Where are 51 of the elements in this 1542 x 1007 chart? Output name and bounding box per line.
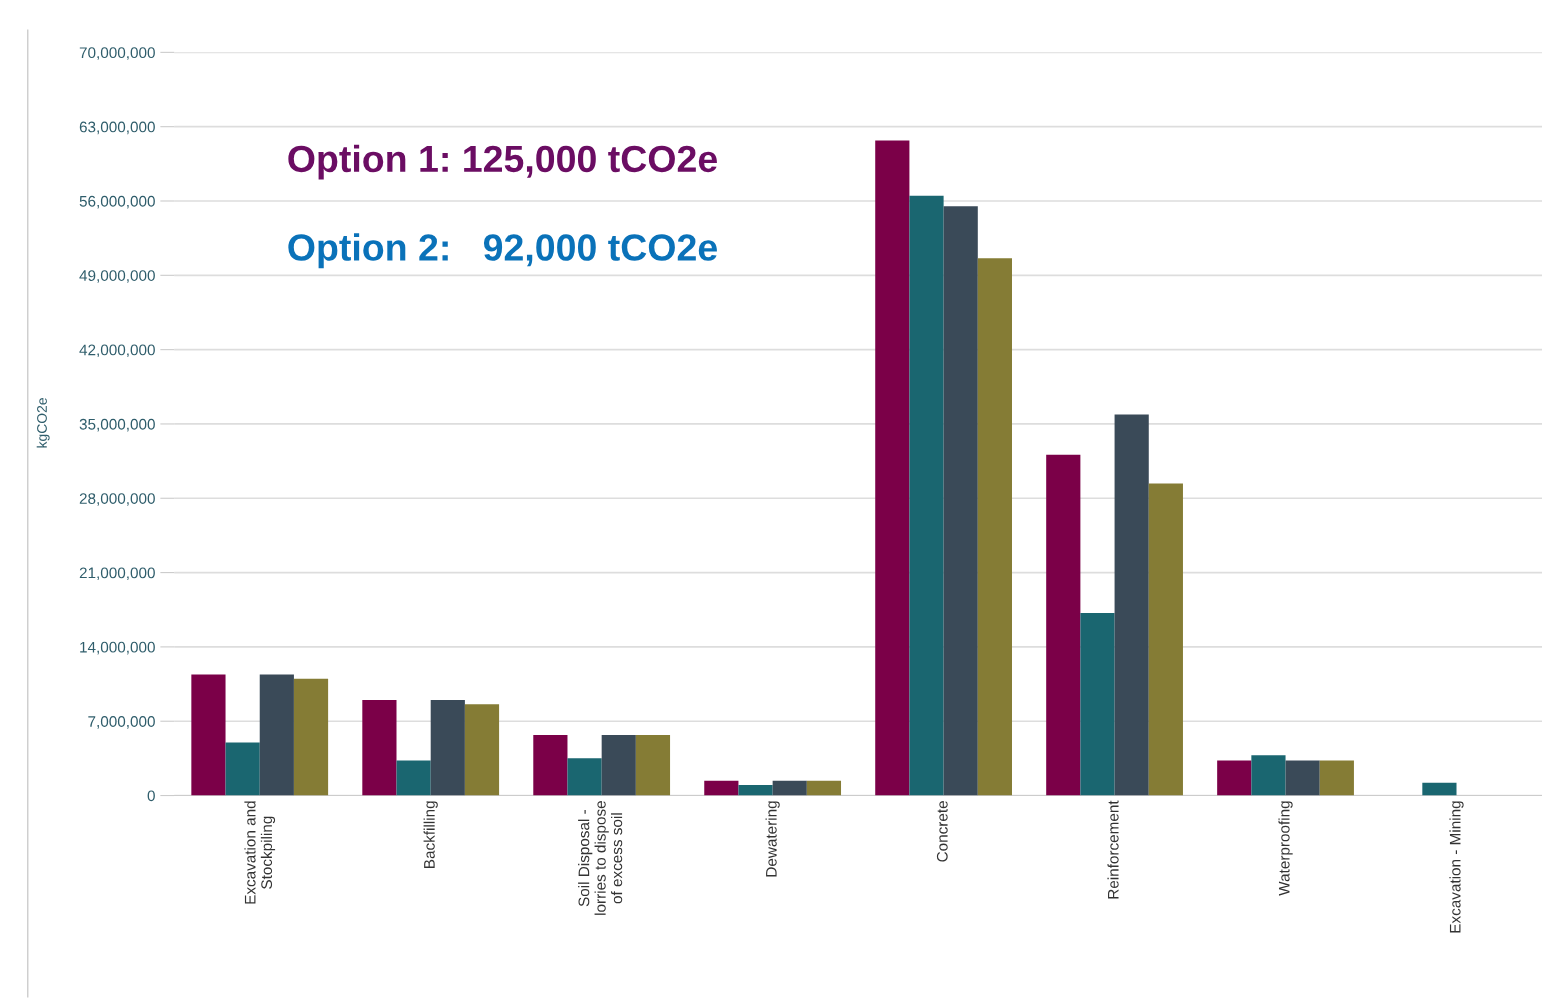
- bar: [533, 735, 568, 796]
- bar: [430, 699, 465, 796]
- y-tick-label: 70,000,000: [79, 47, 155, 60]
- bar: [1114, 414, 1149, 796]
- bar: [1251, 755, 1286, 796]
- x-tick-label: Excavation - Mining: [1449, 801, 1464, 933]
- y-tick-label: 35,000,000: [79, 418, 155, 432]
- bar: [875, 140, 910, 796]
- bar: [909, 195, 944, 796]
- bar: [1148, 483, 1183, 796]
- x-tick-label: Dewatering: [765, 801, 780, 877]
- x-tick-label: Excavation and Stockpiling: [244, 801, 276, 904]
- y-tick-label: 21,000,000: [79, 567, 155, 581]
- y-tick-label: 7,000,000: [88, 716, 155, 729]
- x-tick-label: Reinforcement: [1107, 800, 1119, 899]
- y-tick-label: 63,000,000: [79, 121, 155, 135]
- bar: [704, 780, 739, 796]
- y-tick-label: 49,000,000: [79, 270, 155, 283]
- bar: [601, 735, 636, 796]
- bar: [772, 780, 807, 796]
- y-axis-title: kgCO2e: [36, 398, 50, 448]
- bar: [259, 674, 294, 796]
- bar: [1422, 782, 1457, 796]
- annotation: Option 1: 125,000 tCO2e: [288, 144, 717, 180]
- bar: [1319, 760, 1354, 796]
- bar: [191, 674, 226, 796]
- bar: [1046, 454, 1081, 796]
- bar: [738, 784, 773, 796]
- y-tick-label: 0: [147, 790, 155, 802]
- bar: [225, 742, 260, 796]
- y-tick-label: 14,000,000: [80, 641, 155, 655]
- bar: [1080, 612, 1115, 796]
- y-tick-label: 28,000,000: [79, 493, 155, 506]
- bar: [293, 678, 329, 796]
- bar: [362, 699, 397, 796]
- bar: [806, 780, 842, 796]
- annotation: Option 2: 92,000 tCO2e: [288, 233, 717, 269]
- bar: [943, 206, 978, 796]
- x-tick-label: Backfilling: [423, 801, 438, 868]
- bar: [635, 735, 671, 796]
- y-tick-label: 56,000,000: [79, 195, 155, 209]
- x-tick-label: Waterproofing: [1278, 801, 1293, 896]
- y-tick-label: 42,000,000: [79, 344, 155, 358]
- x-tick-label: Soil Disposal - lorries to dispose of excess soil: [578, 801, 623, 915]
- bar: [464, 704, 500, 796]
- bar: [567, 758, 602, 796]
- bar: [1217, 760, 1252, 796]
- x-tick-label: Concrete: [936, 801, 948, 862]
- bar: [396, 760, 431, 796]
- bar: [977, 258, 1012, 796]
- bar: [1285, 760, 1320, 796]
